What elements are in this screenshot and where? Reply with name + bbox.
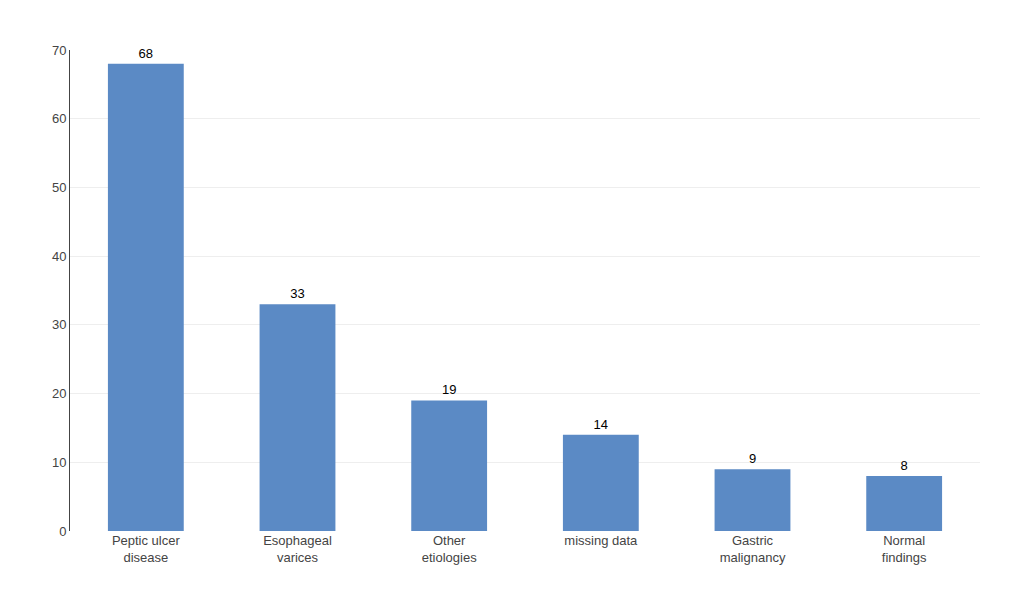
- svg-text:20: 20: [52, 386, 66, 401]
- svg-text:40: 40: [52, 249, 66, 264]
- svg-text:9: 9: [749, 451, 756, 466]
- svg-text:Peptic ulcerdisease: Peptic ulcerdisease: [112, 533, 181, 565]
- svg-text:0: 0: [59, 524, 66, 539]
- svg-text:14: 14: [594, 417, 608, 432]
- svg-text:68: 68: [139, 46, 153, 61]
- svg-text:50: 50: [52, 180, 66, 195]
- svg-text:Esophagealvarices: Esophagealvarices: [263, 533, 332, 565]
- svg-text:missing data: missing data: [564, 533, 638, 548]
- svg-text:30: 30: [52, 317, 66, 332]
- svg-text:8: 8: [901, 458, 908, 473]
- svg-text:60: 60: [52, 111, 66, 126]
- svg-text:10: 10: [52, 455, 66, 470]
- svg-text:Gastricmalignancy: Gastricmalignancy: [720, 533, 786, 565]
- svg-text:Otheretiologies: Otheretiologies: [422, 533, 477, 565]
- svg-text:Normalfindings: Normalfindings: [882, 533, 927, 565]
- svg-text:33: 33: [290, 286, 304, 301]
- svg-text:70: 70: [52, 43, 66, 58]
- svg-text:19: 19: [442, 382, 456, 397]
